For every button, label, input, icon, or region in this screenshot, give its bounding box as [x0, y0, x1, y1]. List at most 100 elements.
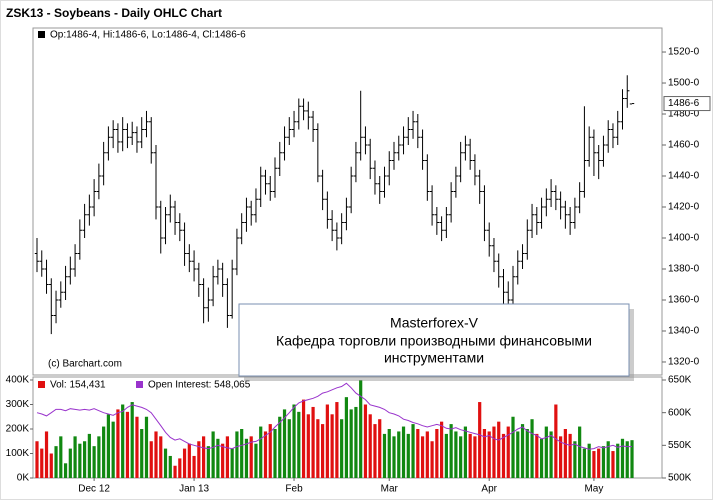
volume-bar [420, 436, 425, 478]
volume-bar [473, 436, 477, 478]
volume-bar [63, 463, 68, 478]
y2-tick-label: 500K [668, 473, 692, 484]
volume-bar [349, 409, 353, 478]
volume-bar [135, 416, 139, 478]
volume-bar [125, 411, 130, 478]
annotation-text: Masterforex-V [390, 315, 479, 331]
volume-bar [444, 433, 448, 478]
box [238, 303, 630, 377]
volume-bar [606, 441, 610, 478]
volume-bar [378, 419, 382, 478]
x-tick-label: Jan 13 [179, 484, 209, 495]
volume-bar [182, 448, 187, 478]
volume-bar [535, 433, 539, 478]
volume-bar [35, 441, 39, 478]
volume-bar [492, 426, 496, 478]
volume-bar [397, 431, 401, 478]
volume-bar [511, 416, 515, 478]
ohlc-bars [34, 75, 635, 335]
volume-bar [211, 431, 215, 478]
volume-bar [335, 402, 339, 478]
volume-bar [506, 426, 510, 478]
y2-tick-label: 650K [668, 375, 692, 386]
volume-bar [102, 426, 106, 478]
volume-bar [235, 431, 239, 478]
volume-bar [478, 402, 482, 478]
x-tick-label: Dec 12 [78, 484, 110, 495]
y-tick-label: 1360-0 [668, 295, 700, 306]
volume-bar [78, 443, 82, 478]
volume-bar [630, 440, 634, 478]
x-tick-label: Mar [381, 484, 399, 495]
volume-bar [368, 414, 372, 478]
volume-bar [144, 416, 149, 478]
volume-bar [449, 424, 453, 478]
legend-text: Open Interest: 548,065 [148, 380, 251, 391]
y-tick-label: 300K [6, 399, 30, 410]
volume-bar [554, 404, 558, 478]
volume-bar [216, 438, 220, 478]
volume-bar [140, 429, 144, 478]
volume-bar [459, 436, 463, 478]
y-tick-label: 1440-0 [668, 171, 700, 182]
x-tick-label: Apr [481, 484, 497, 495]
volume-bar [244, 438, 249, 478]
volume-bar [87, 433, 91, 478]
volume-bar [73, 436, 77, 478]
volume-bar [582, 448, 587, 478]
volume-bar [278, 416, 282, 478]
chart-title: ZSK13 - Soybeans - Daily OHLC Chart [6, 6, 222, 20]
volume-bar [249, 436, 253, 478]
volume-bar [578, 426, 582, 478]
volume-bar [159, 436, 163, 478]
annotation-text: Кафедра торговли производными финансовым… [276, 333, 592, 349]
volume-bar [354, 406, 358, 478]
volume-bar [525, 429, 529, 478]
volume-bar [154, 431, 158, 478]
legend-text: Vol: 154,431 [50, 380, 106, 391]
volume-bar [597, 448, 601, 478]
y-tick-label: 1320-0 [668, 357, 700, 368]
volume-bar [625, 441, 629, 478]
volume-bar [116, 409, 120, 478]
volume-bar [425, 431, 429, 478]
last-price-label: 1486-6 [668, 98, 700, 109]
y-tick-label: 1420-0 [668, 202, 700, 213]
volume-bar [187, 443, 191, 478]
volume-bar [68, 448, 72, 478]
volume-bar [616, 443, 620, 478]
legend-text: Op:1486-4, Hi:1486-6, Lo:1486-4, Cl:1486… [50, 30, 246, 41]
volume-bar [197, 441, 201, 478]
volume-bar [178, 458, 182, 478]
volume-bar [163, 448, 168, 478]
y-tick-label: 400K [6, 375, 30, 386]
volume-bar [563, 429, 567, 478]
volume-bar [168, 455, 172, 478]
volume-bar [516, 431, 520, 478]
volume-bar [406, 433, 410, 478]
x-tick-label: May [584, 484, 603, 495]
volume-bar [411, 424, 415, 478]
volume-bar [254, 443, 258, 478]
volume-bar [240, 429, 244, 478]
y-tick-label: 200K [6, 424, 30, 435]
volume-bar [259, 426, 263, 478]
y-tick-label: 1460-0 [668, 140, 700, 151]
legend-swatch [38, 381, 45, 388]
annotation-text: инструментами [384, 350, 484, 366]
volume-bar [306, 414, 310, 478]
volume-bar [611, 451, 615, 478]
volume-bar [468, 433, 472, 478]
volume-bar [97, 436, 101, 478]
volume-bar [501, 433, 506, 478]
volume-bar [316, 419, 320, 478]
legend-swatch [136, 381, 143, 388]
volume-bar [430, 441, 434, 478]
volume-bar [230, 448, 234, 478]
volume-bar [292, 404, 296, 478]
volume-bar [359, 380, 363, 478]
x-tick-label: Feb [285, 484, 303, 495]
y-tick-label: 1500-0 [668, 78, 700, 89]
volume-bar [54, 446, 58, 478]
